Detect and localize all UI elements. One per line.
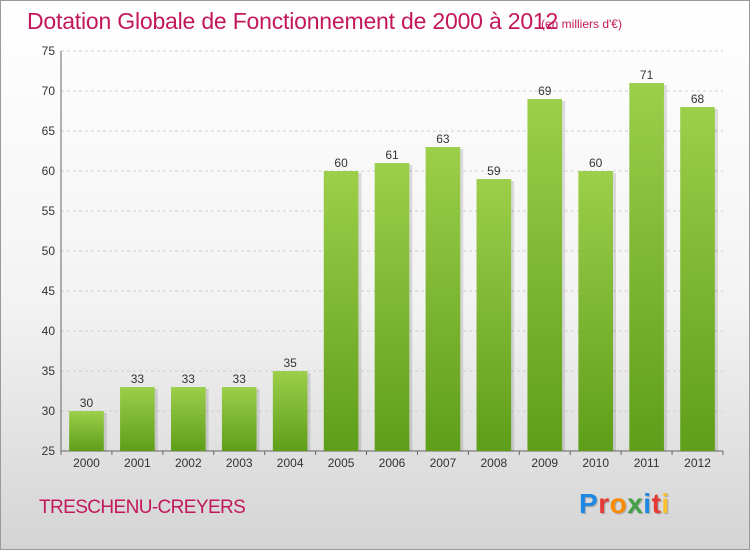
bar [221, 387, 257, 451]
bar-value-label: 68 [691, 92, 705, 106]
bar [425, 147, 461, 451]
bar-value-label: 60 [589, 156, 603, 170]
y-tick-label: 50 [42, 244, 56, 258]
logo-letter: i [643, 488, 652, 519]
y-tick-label: 55 [42, 204, 56, 218]
bar-value-label: 33 [233, 372, 247, 386]
x-tick-label: 2008 [480, 456, 507, 470]
bar [527, 99, 563, 451]
x-tick-label: 2001 [124, 456, 151, 470]
bar-value-label: 60 [334, 156, 348, 170]
logo-letter: i [661, 488, 670, 519]
bar [680, 107, 715, 451]
y-tick-label: 70 [42, 84, 56, 98]
y-tick-label: 30 [42, 404, 56, 418]
bar-value-label: 61 [385, 148, 399, 162]
logo-letter: o [609, 488, 628, 519]
logo-letter: P [579, 488, 599, 519]
bar [323, 171, 359, 451]
bar [69, 411, 104, 451]
bar [120, 387, 155, 451]
x-tick-label: 2006 [379, 456, 406, 470]
x-tick-label: 2002 [175, 456, 202, 470]
x-tick-label: 2004 [277, 456, 304, 470]
bar-value-label: 71 [640, 68, 654, 82]
axes: 25 30 35 40 45 50 55 60 65 70 75 2000 2001 2002 2003 20… [42, 44, 724, 470]
x-tick-label: 2000 [73, 456, 100, 470]
y-tick-label: 25 [42, 444, 56, 458]
x-tick-label: 2007 [430, 456, 457, 470]
y-tick-label: 45 [42, 284, 56, 298]
bar-value-label: 69 [538, 84, 552, 98]
bars [69, 83, 718, 451]
bar [476, 179, 512, 451]
bar-value-label: 33 [182, 372, 196, 386]
commune-name: TRESCHENU-CREYERS [39, 497, 246, 518]
bar [629, 83, 664, 451]
y-tick-label: 75 [42, 44, 56, 58]
y-tick-label: 65 [42, 124, 56, 138]
bar-value-label: 35 [283, 356, 297, 370]
y-tick-label: 60 [42, 164, 56, 178]
logo-letter: t [651, 488, 662, 519]
bar-value-label: 59 [487, 164, 501, 178]
data-labels: 30 33 33 33 35 60 61 63 59 69 60 71 68 [80, 68, 705, 410]
chart-title: Dotation Globale de Fonctionnement de 20… [27, 8, 559, 34]
x-tick-label: 2011 [634, 456, 660, 470]
logo-letter: x [627, 488, 644, 519]
logo-letter: r [598, 488, 610, 519]
bar [272, 371, 308, 451]
bar [170, 387, 206, 451]
proxiti-logo[interactable]: Proxiti [579, 488, 670, 520]
bar [374, 163, 410, 451]
x-tick-label: 2012 [684, 456, 711, 470]
y-tick-label: 35 [42, 364, 56, 378]
bar-value-label: 30 [80, 396, 94, 410]
y-tick-label: 40 [42, 324, 56, 338]
bar-value-label: 33 [131, 372, 145, 386]
x-tick-label: 2009 [531, 456, 558, 470]
bar-value-label: 63 [436, 132, 450, 146]
chart-units: (en milliers d'€) [541, 17, 622, 31]
bar [578, 171, 614, 451]
x-tick-label: 2005 [328, 456, 355, 470]
x-tick-label: 2003 [226, 456, 253, 470]
x-tick-label: 2010 [582, 456, 609, 470]
